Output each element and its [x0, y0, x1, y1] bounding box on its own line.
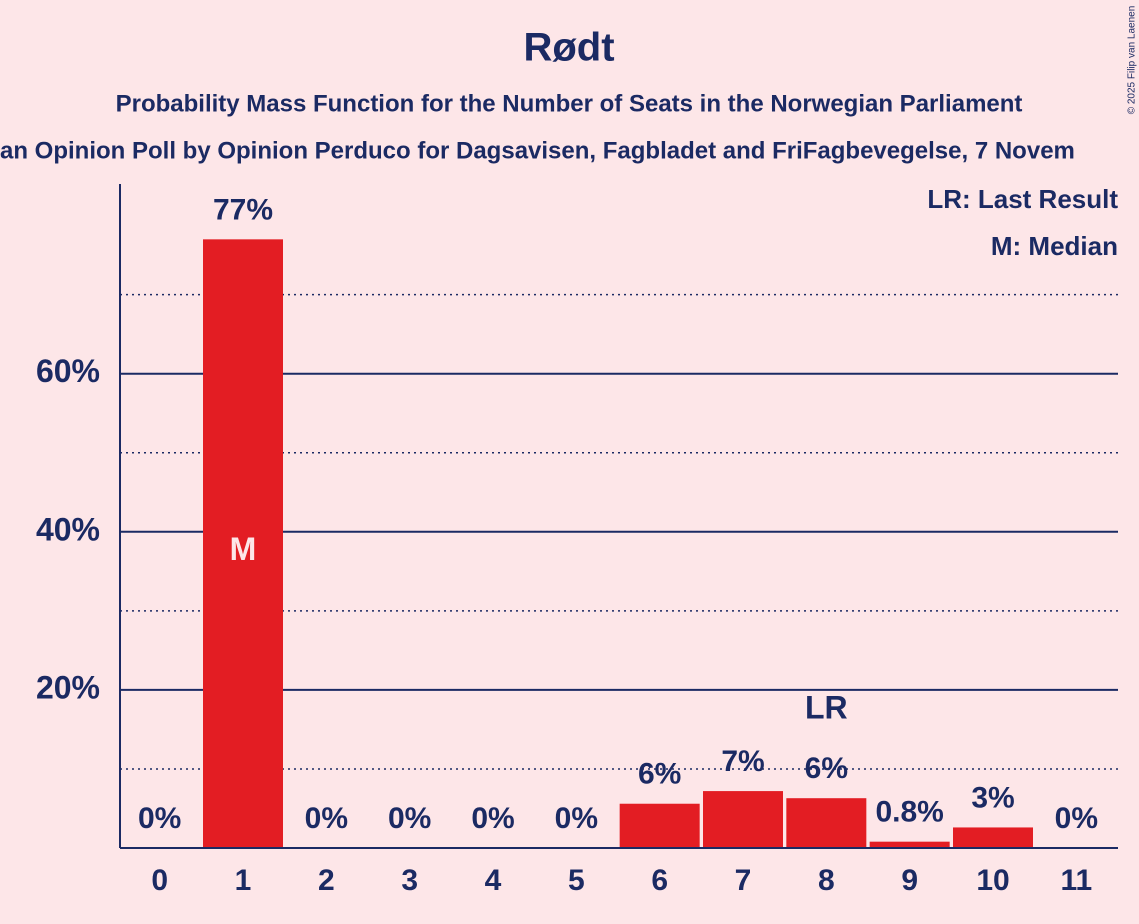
value-label: 0% [1055, 802, 1098, 835]
value-label: 0% [138, 802, 181, 835]
x-tick-label: 0 [151, 864, 168, 897]
value-label: 6% [638, 758, 681, 791]
x-tick-label: 8 [818, 864, 835, 897]
legend-entry: M: Median [991, 231, 1118, 261]
value-label: 77% [213, 193, 273, 226]
median-marker: M [230, 531, 257, 567]
y-tick-label: 40% [36, 511, 100, 547]
x-tick-label: 1 [235, 864, 252, 897]
x-tick-label: 2 [318, 864, 335, 897]
y-tick-label: 20% [36, 669, 100, 705]
last-result-marker: LR [805, 690, 848, 726]
y-tick-label: 60% [36, 353, 100, 389]
value-label: 0% [471, 802, 514, 835]
x-tick-label: 4 [485, 864, 502, 897]
value-label: 6% [805, 752, 848, 785]
bar [786, 798, 867, 848]
value-label: 7% [721, 745, 764, 778]
x-tick-label: 11 [1060, 864, 1092, 897]
x-tick-label: 5 [568, 864, 585, 897]
copyright: © 2025 Filip van Laenen [1127, 6, 1138, 115]
value-label: 0% [388, 802, 431, 835]
bar [869, 841, 950, 848]
legend-entry: LR: Last Result [927, 184, 1118, 214]
bar [203, 239, 283, 849]
value-label: 0.8% [875, 796, 943, 829]
chart-title: Rødt [523, 26, 614, 70]
bar [953, 827, 1033, 848]
value-label: 0% [555, 802, 598, 835]
x-tick-label: 6 [651, 864, 668, 897]
value-label: 3% [971, 781, 1014, 814]
bar [703, 791, 783, 848]
x-tick-label: 7 [735, 864, 752, 897]
chart-subtitle: Probability Mass Function for the Number… [116, 90, 1023, 117]
x-tick-label: 10 [976, 864, 1009, 897]
chart-subtitle: an Opinion Poll by Opinion Perduco for D… [0, 137, 1075, 164]
bar [619, 803, 700, 848]
x-tick-label: 3 [401, 864, 418, 897]
value-label: 0% [305, 802, 348, 835]
x-tick-label: 9 [901, 864, 918, 897]
